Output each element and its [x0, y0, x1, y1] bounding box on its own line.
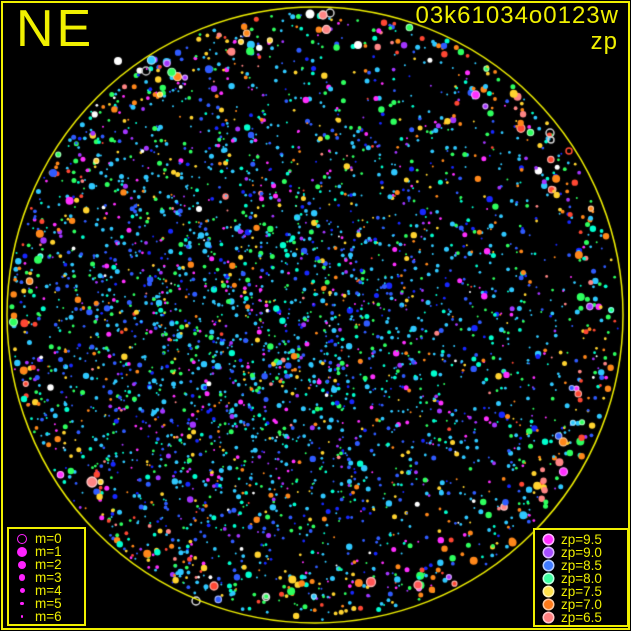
zp-symbol-dot — [543, 600, 553, 609]
orientation-label: NE — [16, 0, 95, 58]
magnitude-legend-row-template: m=0 — [9, 532, 84, 545]
magnitude-symbol-cell — [9, 533, 35, 544]
zp-symbol-dot — [543, 574, 553, 583]
magnitude-symbol-cell — [9, 601, 35, 606]
zp-symbol-dot — [543, 535, 553, 544]
zp-symbol-cell — [535, 574, 561, 583]
zp-legend-row-template: zp=9.5 — [535, 533, 627, 546]
zp-legend-label: zp=7.5 — [561, 584, 602, 599]
magnitude-legend-row-template: m=6 — [9, 610, 84, 623]
zp-symbol-cell — [535, 587, 561, 596]
magnitude-symbol-cell — [9, 560, 35, 569]
zp-legend-label: zp=9.5 — [561, 532, 602, 547]
magnitude-legend-label: m=3 — [35, 570, 62, 585]
zp-symbol-dot — [543, 613, 553, 622]
magnitude-symbol-cell — [9, 615, 35, 618]
magnitude-legend-label: m=5 — [35, 596, 62, 611]
zp-legend-label: zp=9.0 — [561, 545, 602, 560]
magnitude-symbol-dot — [19, 588, 25, 593]
magnitude-legend-label: m=6 — [35, 609, 62, 624]
magnitude-legend-row-template: m=5 — [9, 597, 84, 610]
zp-symbol-dot — [543, 561, 553, 570]
zp-symbol-cell — [535, 535, 561, 544]
magnitude-symbol-dot — [17, 546, 27, 557]
zp-symbol-dot — [543, 548, 553, 557]
magnitude-symbol-cell — [9, 588, 35, 593]
zp-legend-label: zp=6.5 — [561, 610, 602, 625]
magnitude-legend-label: m=0 — [35, 531, 62, 546]
zp-legend-row-template: zp=7.0 — [535, 598, 627, 611]
zp-legend-row-template: zp=8.5 — [535, 559, 627, 572]
magnitude-legend-row-template: m=4 — [9, 584, 84, 597]
magnitude-symbol-dot — [20, 601, 24, 606]
magnitude-symbol-dot — [17, 533, 27, 544]
zp-symbol-cell — [535, 561, 561, 570]
magnitude-legend-label: m=4 — [35, 583, 62, 598]
zp-symbol-dot — [543, 587, 553, 596]
zp-legend-label: zp=7.0 — [561, 597, 602, 612]
zp-symbol-cell — [535, 600, 561, 609]
zp-symbol-cell — [535, 613, 561, 622]
magnitude-legend-label: m=1 — [35, 544, 62, 559]
magnitude-legend-row-template: m=3 — [9, 571, 84, 584]
zp-legend-row-template: zp=8.0 — [535, 572, 627, 585]
zp-legend-row-template: zp=6.5 — [535, 611, 627, 624]
magnitude-symbol-dot — [18, 560, 26, 569]
magnitude-symbol-dot — [18, 574, 26, 581]
magnitude-legend-row-template: m=2 — [9, 558, 84, 571]
zp-legend-label: zp=8.5 — [561, 558, 602, 573]
magnitude-legend: m=0 m=1 m=2 m=3 m=4 m=5 — [7, 527, 86, 626]
magnitude-legend-row-template: m=1 — [9, 545, 84, 558]
zp-legend-row-template: zp=7.5 — [535, 585, 627, 598]
magnitude-legend-label: m=2 — [35, 557, 62, 572]
zp-legend-row-template: zp=9.0 — [535, 546, 627, 559]
magnitude-symbol-cell — [9, 574, 35, 581]
magnitude-symbol-dot — [20, 615, 24, 618]
quantity-label: zp — [590, 28, 618, 55]
zp-symbol-cell — [535, 548, 561, 557]
zp-legend: zp=9.5 zp=9.0 zp=8.5 zp=8.0 zp=7.5 — [533, 528, 629, 627]
zp-legend-label: zp=8.0 — [561, 571, 602, 586]
plate-id-title: 03k61034o0123w — [415, 2, 619, 29]
magnitude-symbol-cell — [9, 546, 35, 557]
